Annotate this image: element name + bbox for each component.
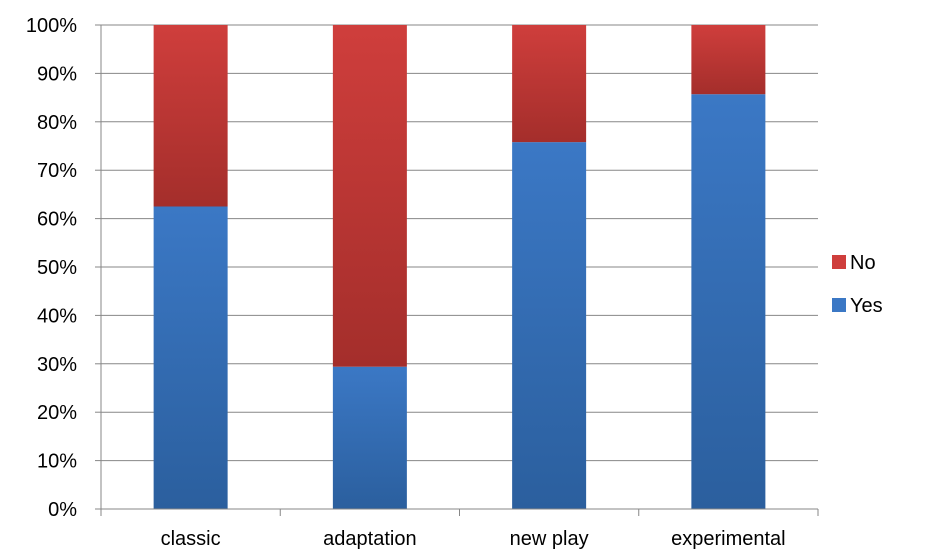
x-tick-labels: classic adaptation new play experimental bbox=[161, 528, 786, 550]
y-tick-label: 70% bbox=[37, 160, 77, 182]
y-tick-label: 30% bbox=[37, 354, 77, 376]
x-tick-label: experimental bbox=[671, 528, 786, 550]
y-tick-label: 10% bbox=[37, 451, 77, 473]
legend-swatch-no bbox=[832, 255, 846, 269]
x-tick-label: new play bbox=[510, 528, 589, 550]
y-tick-label: 60% bbox=[37, 209, 77, 231]
axes bbox=[100, 25, 819, 516]
bar-no-classic bbox=[153, 25, 228, 207]
bar-no-adaptation bbox=[332, 25, 407, 367]
bars bbox=[153, 25, 766, 510]
y-tick-label: 20% bbox=[37, 402, 77, 424]
y-tick-label: 100% bbox=[26, 15, 77, 37]
y-tick-label: 80% bbox=[37, 112, 77, 134]
bar-yes-new-play bbox=[512, 142, 587, 510]
legend-swatch-yes bbox=[832, 298, 846, 312]
bar-no-experimental bbox=[691, 25, 766, 95]
bar-yes-experimental bbox=[691, 94, 766, 509]
y-tick-label: 40% bbox=[37, 305, 77, 327]
y-tick-label: 90% bbox=[37, 63, 77, 85]
y-tick-labels: 0% 10% 20% 30% 40% 50% 60% 70% 80% 90% 100% bbox=[26, 15, 77, 521]
bar-no-new-play bbox=[512, 25, 587, 143]
y-tick-label: 50% bbox=[37, 257, 77, 279]
y-tick-label: 0% bbox=[48, 499, 77, 521]
legend-label-no: No bbox=[850, 252, 876, 274]
x-tick-label: classic bbox=[161, 528, 221, 550]
legend-label-yes: Yes bbox=[850, 295, 883, 317]
x-tick-label: adaptation bbox=[323, 528, 416, 550]
legend: No Yes bbox=[832, 252, 883, 317]
bar-yes-adaptation bbox=[332, 366, 407, 509]
bar-yes-classic bbox=[153, 206, 228, 509]
